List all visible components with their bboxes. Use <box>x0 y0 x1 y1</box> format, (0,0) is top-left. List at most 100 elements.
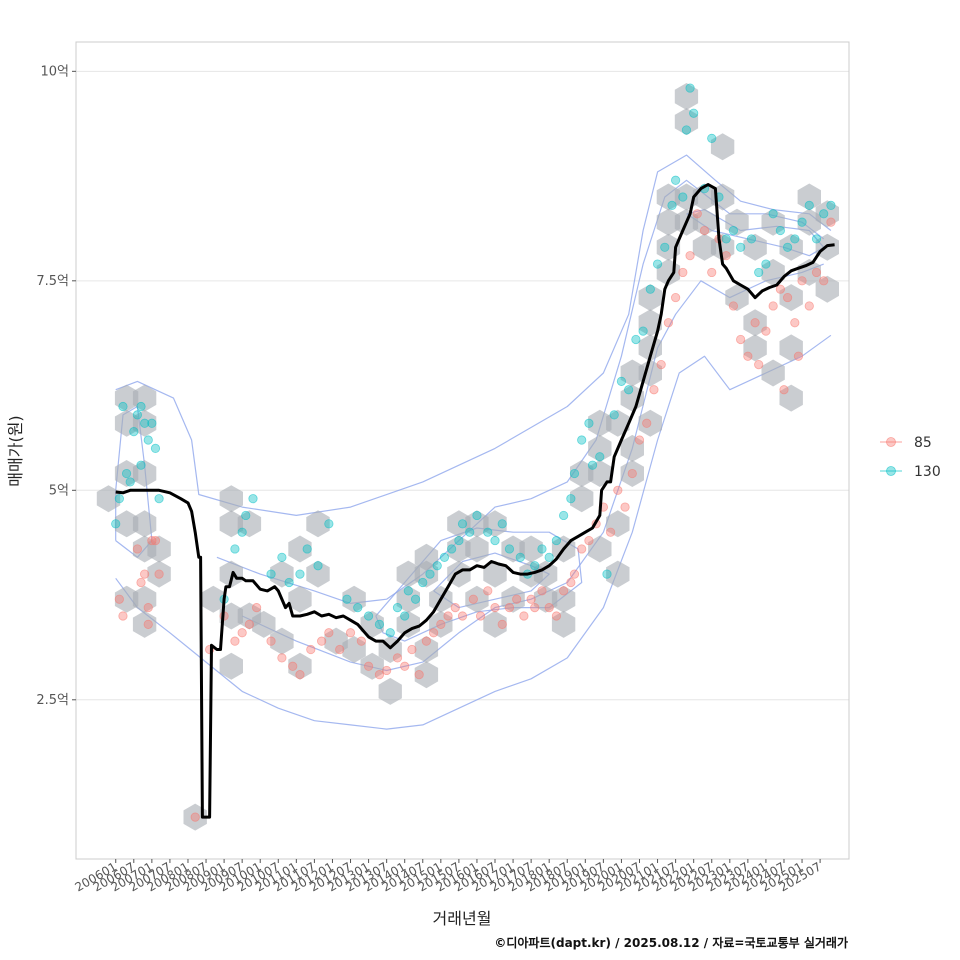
data-point-85 <box>566 577 576 588</box>
data-point-130 <box>136 460 146 470</box>
hexbin-cell <box>588 434 612 462</box>
hexbin-cell <box>465 510 489 538</box>
data-point-130 <box>432 561 442 571</box>
plot-panel-border <box>75 41 850 860</box>
data-point-85 <box>143 619 153 629</box>
data-point-85 <box>483 586 493 596</box>
data-point-130 <box>353 603 363 613</box>
hexbin-cell <box>132 409 157 437</box>
data-point-130 <box>230 544 240 554</box>
data-point-85 <box>811 267 822 278</box>
hexbin-cell <box>465 585 489 613</box>
data-point-85 <box>345 628 356 638</box>
hexbin-cell <box>132 610 157 638</box>
data-point-130 <box>652 259 663 269</box>
data-point-85 <box>114 594 124 604</box>
hexbin-cell <box>797 208 821 236</box>
data-point-130 <box>721 234 731 244</box>
hexbin-cell <box>533 560 558 588</box>
y-axis-ticks: 2.5억 5억 7.5억 10억 <box>36 64 76 708</box>
data-point-130 <box>559 510 569 521</box>
data-point-130 <box>602 569 612 579</box>
hexbin-cell <box>114 384 139 412</box>
hexbin-cell <box>674 108 699 136</box>
data-point-130 <box>768 209 778 219</box>
hexbin-cell <box>147 535 171 563</box>
data-point-130 <box>111 519 121 529</box>
hexbin-cell <box>606 560 630 588</box>
data-point-85 <box>504 603 515 613</box>
data-point-130 <box>277 552 287 562</box>
data-point-130 <box>454 535 464 546</box>
data-point-85 <box>443 611 453 621</box>
data-point-85 <box>277 653 287 663</box>
data-point-85 <box>497 619 507 629</box>
hexbin-cell <box>779 233 803 261</box>
data-point-85 <box>537 586 547 596</box>
data-point-130 <box>667 200 677 210</box>
hexbin-cell <box>288 652 312 680</box>
hexbin-cell <box>710 133 735 161</box>
data-point-130 <box>118 401 128 412</box>
data-point-130 <box>728 225 739 236</box>
hexbin-cell <box>219 652 243 680</box>
data-point-130 <box>537 544 547 554</box>
data-point-130 <box>418 577 428 588</box>
data-point-85 <box>118 611 128 621</box>
hexbin-cell <box>414 661 439 689</box>
data-point-130 <box>678 192 688 202</box>
data-point-130 <box>385 628 395 638</box>
data-point-130 <box>295 569 305 579</box>
hexbin-cell <box>620 460 644 487</box>
data-point-85 <box>335 644 345 655</box>
data-point-85 <box>559 586 569 596</box>
data-point-130 <box>439 552 450 562</box>
density-contour <box>115 334 832 730</box>
hexbin-cell <box>132 460 157 487</box>
data-point-130 <box>790 234 800 244</box>
data-point-130 <box>392 603 403 613</box>
hexbin-cell <box>620 359 644 387</box>
data-point-85 <box>317 636 327 646</box>
data-point-85 <box>252 603 262 613</box>
data-point-130 <box>819 209 829 219</box>
hexbin-cell <box>588 460 612 487</box>
data-point-85 <box>743 351 753 361</box>
data-point-85 <box>613 485 623 495</box>
hexbin-cell <box>501 535 525 563</box>
hexbin-cell <box>725 284 749 312</box>
data-point-85 <box>407 644 417 655</box>
data-point-85 <box>819 276 829 286</box>
data-point-85 <box>779 385 789 395</box>
data-point-85 <box>544 603 554 613</box>
hexbin-cell <box>306 510 330 538</box>
data-point-130 <box>685 83 695 93</box>
data-point-85 <box>136 577 146 588</box>
data-point-130 <box>515 552 525 562</box>
data-point-85 <box>400 661 410 671</box>
hexbin-cell <box>324 627 348 655</box>
data-point-130 <box>284 577 294 588</box>
data-point-85 <box>790 318 800 328</box>
x-axis-ticks: 2006012006072007012007072008012008072009… <box>73 859 824 895</box>
data-point-85 <box>374 670 385 680</box>
hexbin-cell <box>656 183 681 211</box>
data-point-85 <box>642 418 652 428</box>
data-point-85 <box>392 653 403 663</box>
trend-line-layer <box>115 183 835 819</box>
data-point-130 <box>324 519 334 529</box>
hexbin-cell <box>570 460 594 487</box>
data-point-130 <box>248 494 258 504</box>
hexbin-cell <box>483 610 507 638</box>
data-point-130 <box>681 125 692 135</box>
data-point-85 <box>244 619 254 629</box>
data-point-130 <box>410 594 421 604</box>
data-point-85 <box>468 594 478 604</box>
data-point-130 <box>121 468 132 479</box>
data-point-85 <box>147 535 157 546</box>
data-point-130 <box>616 376 627 386</box>
hexbin-cell <box>270 560 294 588</box>
data-point-85 <box>761 326 771 336</box>
hexbin-cell <box>378 677 402 705</box>
